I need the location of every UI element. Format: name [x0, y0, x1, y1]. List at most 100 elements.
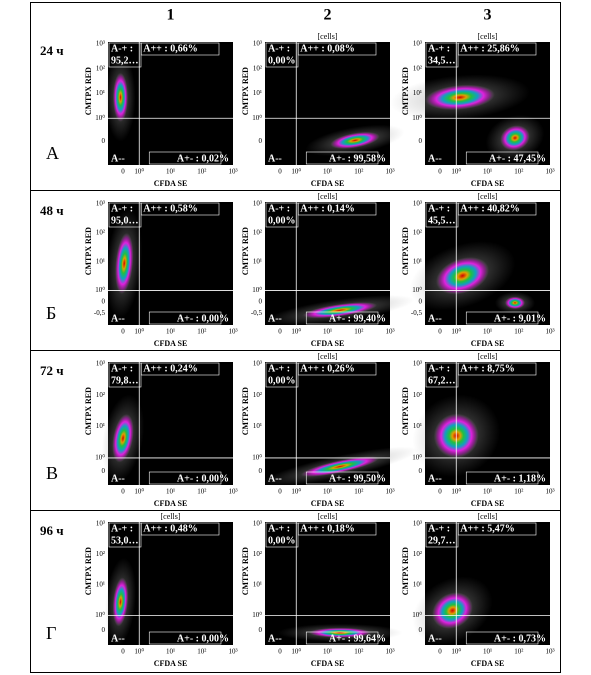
gate-label: A-+ : — [268, 363, 290, 374]
density — [302, 302, 378, 319]
x-tick-label: 10⁰ — [134, 168, 144, 176]
y-tick-label: -0,5 — [411, 309, 423, 317]
gate-box — [457, 362, 537, 376]
gate-label: A-+ : — [111, 523, 133, 534]
gate-label: A+- : 47,45% — [489, 153, 546, 164]
y-tick-label: 10⁰ — [95, 454, 105, 462]
x-tick-label: 10² — [354, 328, 363, 336]
gate-box — [148, 631, 222, 645]
gate-value: 95,0… — [111, 215, 139, 226]
gate-box — [457, 522, 537, 536]
cells-label: [cells] — [478, 192, 498, 201]
gate-label: A-- — [111, 313, 125, 324]
x-tick-label: 10⁰ — [451, 328, 461, 336]
y-tick-label: 10³ — [96, 40, 105, 48]
gate-label: A-+ : — [268, 523, 290, 534]
gate-box — [465, 631, 539, 645]
y-tick-label: 10⁰ — [412, 611, 422, 619]
gate-label: A++ : 0,48% — [143, 523, 197, 534]
row-letter: Б — [46, 303, 56, 323]
y-tick-label: 10⁰ — [252, 454, 262, 462]
gate-label: A+- : 0,73% — [494, 633, 546, 644]
column-header: 1 — [167, 7, 175, 24]
gate-box — [140, 202, 220, 216]
y-tick-label: 10³ — [253, 520, 262, 528]
y-tick-label: 10² — [253, 550, 262, 558]
y-tick-label: -0,5 — [94, 309, 106, 317]
gate-label: A-+ : — [268, 43, 290, 54]
y-tick-label: 10³ — [413, 360, 422, 368]
cells-label: [cells] — [478, 352, 498, 361]
density — [115, 232, 134, 295]
row-letter: А — [46, 143, 59, 163]
x-tick-label: 10⁰ — [134, 328, 144, 336]
density — [308, 627, 372, 638]
gate-label: A-+ : — [428, 523, 450, 534]
gate-label: A-- — [111, 473, 125, 484]
y-tick-label: 0 — [102, 298, 106, 306]
x-axis-label: CFDA SE — [154, 179, 188, 188]
x-tick-label: 10³ — [545, 328, 554, 336]
x-tick-label: 10⁰ — [291, 488, 301, 496]
gate-box — [305, 631, 379, 645]
gate-label: A-+ : — [428, 43, 450, 54]
gate-value: 0,00% — [268, 215, 296, 226]
y-axis-label: CMTPX RED — [241, 547, 250, 595]
y-tick-label: 10³ — [253, 40, 262, 48]
x-tick-label: 10⁰ — [291, 328, 301, 336]
gate-value: 95,2… — [111, 55, 139, 66]
x-tick-label: 0 — [438, 488, 442, 496]
gate-label: A-+ : — [111, 203, 133, 214]
y-axis-label: CMTPX RED — [84, 227, 93, 275]
gate-label: A-+ : — [428, 203, 450, 214]
y-axis-label: CMTPX RED — [401, 547, 410, 595]
density — [330, 131, 380, 149]
gate-value: 0,00% — [268, 535, 296, 546]
x-axis-label: CFDA SE — [471, 339, 505, 348]
cells-label: [cells] — [478, 32, 498, 41]
density — [500, 125, 530, 151]
gate-label: A-- — [428, 633, 442, 644]
cells-label: [cells] — [318, 512, 338, 521]
x-tick-label: 10³ — [385, 328, 394, 336]
gate-value: 67,2… — [428, 375, 456, 386]
cells-label: [cells] — [161, 512, 181, 521]
x-tick-label: 0 — [278, 648, 282, 656]
gate-box — [465, 311, 539, 325]
x-axis-label: CFDA SE — [154, 659, 188, 668]
y-tick-label: 0 — [259, 626, 263, 634]
density — [505, 296, 525, 310]
cells-label: [cells] — [318, 352, 338, 361]
row-letter: В — [46, 463, 58, 483]
x-tick-label: 10¹ — [166, 168, 175, 176]
x-tick-label: 10³ — [228, 648, 237, 656]
gate-label: A-- — [428, 153, 442, 164]
gate-box — [297, 42, 377, 56]
x-tick-label: 10² — [354, 648, 363, 656]
x-tick-label: 10⁰ — [451, 648, 461, 656]
x-tick-label: 10² — [514, 328, 523, 336]
gate-label: A+- : 0,00% — [177, 473, 229, 484]
x-tick-label: 0 — [121, 328, 125, 336]
y-axis-label: CMTPX RED — [84, 67, 93, 115]
gate-value: 0,00% — [268, 375, 296, 386]
density — [112, 413, 134, 463]
x-tick-label: 10⁰ — [291, 648, 301, 656]
gate-label: A+- : 99,58% — [329, 153, 386, 164]
x-axis-label: CFDA SE — [471, 659, 505, 668]
gate-box — [465, 151, 539, 165]
gate-label: A-- — [268, 313, 282, 324]
gate-label: A++ : 0,18% — [300, 523, 354, 534]
x-axis-label: CFDA SE — [471, 179, 505, 188]
gate-value: 45,5… — [428, 215, 456, 226]
y-axis-label: CMTPX RED — [241, 227, 250, 275]
x-tick-label: 10¹ — [323, 168, 332, 176]
y-tick-label: 10² — [253, 391, 262, 399]
gate-label: A++ : 0,14% — [300, 203, 354, 214]
x-tick-label: 0 — [121, 488, 125, 496]
y-tick-label: 10⁰ — [252, 114, 262, 122]
x-tick-label: 0 — [278, 168, 282, 176]
x-tick-label: 10¹ — [323, 328, 332, 336]
y-tick-label: 10⁰ — [95, 114, 105, 122]
